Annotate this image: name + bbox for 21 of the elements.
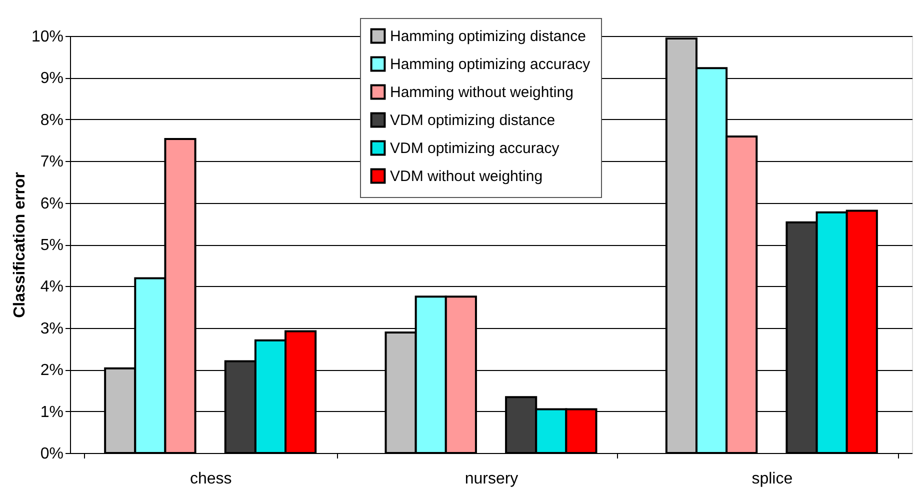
legend-label: Hamming without weighting — [390, 84, 574, 101]
y-tick-label: 0% — [40, 446, 64, 462]
x-tick-label: chess — [190, 470, 232, 488]
y-tick-label: 7% — [40, 154, 64, 171]
legend-label: VDM optimizing accuracy — [390, 140, 560, 157]
legend-label: VDM without weighting — [390, 168, 543, 185]
legend-label: Hamming optimizing accuracy — [390, 56, 591, 73]
y-tick-label: 6% — [40, 195, 64, 212]
y-tick-label: 10% — [31, 28, 64, 46]
x-tick-label: splice — [752, 470, 793, 488]
y-tick-label: 2% — [40, 362, 64, 380]
legend-label: VDM optimizing distance — [390, 112, 556, 129]
y-axis-title: Classification error — [11, 172, 28, 318]
y-tick-label: 1% — [40, 404, 64, 421]
y-tick-label: 8% — [40, 112, 64, 129]
legend-label: Hamming optimizing distance — [390, 28, 586, 45]
y-tick-label: 9% — [40, 70, 64, 88]
y-tick-label: 4% — [40, 278, 64, 296]
y-tick-label: 3% — [40, 320, 64, 338]
y-tick-label: 5% — [40, 237, 64, 254]
x-tick-label: nursery — [464, 470, 518, 488]
